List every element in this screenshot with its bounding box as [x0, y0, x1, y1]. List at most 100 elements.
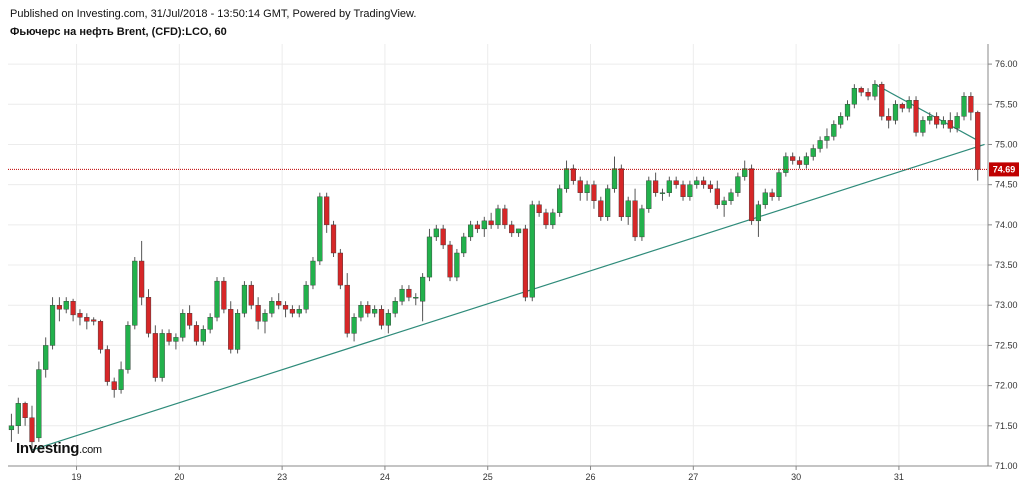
- x-tick-label: 27: [688, 472, 698, 482]
- candle-body-down: [344, 284, 350, 334]
- candle-body-down: [488, 220, 494, 226]
- candle: [125, 321, 131, 374]
- candle: [803, 152, 809, 169]
- candle: [207, 313, 213, 334]
- candle: [118, 361, 124, 394]
- candle-body-down: [598, 200, 604, 218]
- candle: [296, 305, 302, 318]
- candle-body-down: [632, 200, 638, 238]
- candle: [337, 248, 343, 290]
- candle-body-down: [934, 116, 940, 125]
- candle-body-down: [748, 168, 755, 222]
- candle: [707, 180, 714, 193]
- candle: [817, 136, 823, 153]
- candle-body-up: [8, 425, 15, 431]
- y-tick-label: 74.00: [995, 220, 1018, 230]
- candle-body-up: [625, 200, 631, 218]
- candle-body-up: [646, 180, 652, 209]
- candle-body-up: [844, 104, 851, 117]
- candle-body-down: [886, 116, 892, 121]
- candle-body-down: [536, 204, 542, 213]
- candle: [920, 116, 926, 137]
- candle-body-up: [563, 168, 570, 189]
- candle-body-up: [851, 88, 857, 105]
- candle-body-down: [653, 180, 659, 193]
- candle: [221, 277, 227, 314]
- x-tick-label: 30: [791, 472, 801, 482]
- candle-body-down: [289, 309, 296, 314]
- candle-body-down: [248, 284, 254, 306]
- candle-body-up: [803, 156, 809, 165]
- candle: [413, 293, 419, 306]
- candle-body-up: [920, 120, 926, 133]
- candle: [454, 248, 460, 282]
- candle-body-down: [714, 188, 720, 205]
- candle: [77, 309, 83, 326]
- candle-body-down: [255, 305, 261, 322]
- candle-body-down: [968, 96, 974, 113]
- candle: [947, 112, 953, 133]
- candle: [694, 176, 700, 189]
- candle-body-up: [529, 204, 535, 298]
- candle: [433, 224, 439, 241]
- candle: [214, 277, 220, 322]
- candle: [36, 361, 42, 442]
- candle: [721, 196, 727, 217]
- candle: [145, 289, 152, 338]
- published-caption: Published on Investing.com, 31/Jul/2018 …: [10, 8, 417, 20]
- candle: [536, 200, 542, 217]
- candle-body-up: [550, 212, 556, 226]
- candle: [632, 188, 638, 241]
- candle: [892, 100, 899, 125]
- candle-body-down: [673, 180, 679, 185]
- candle: [961, 92, 967, 121]
- candle-body-up: [892, 104, 899, 121]
- candle: [385, 309, 391, 334]
- candle-body-up: [118, 369, 124, 390]
- candle: [913, 96, 919, 137]
- candle: [934, 112, 940, 129]
- candle-body-down: [70, 301, 76, 316]
- candle-body-down: [700, 180, 707, 185]
- candle: [303, 281, 309, 314]
- candle: [728, 188, 734, 205]
- candle: [673, 176, 679, 189]
- candle-body-up: [310, 260, 316, 286]
- candle-body-up: [372, 309, 378, 314]
- candle: [790, 152, 796, 165]
- current-price: 74.69: [8, 162, 1019, 177]
- candle: [769, 188, 775, 201]
- candle: [351, 313, 357, 342]
- candle: [282, 301, 289, 318]
- candle: [139, 240, 145, 306]
- candle: [879, 81, 885, 121]
- candle-body-up: [495, 208, 501, 226]
- candle: [399, 285, 405, 306]
- candle: [187, 305, 193, 330]
- candle-body-up: [358, 305, 364, 318]
- candle: [8, 413, 15, 442]
- candle-body-down: [276, 301, 282, 306]
- candle: [927, 112, 933, 125]
- candle: [940, 116, 947, 129]
- candle-body-down: [22, 403, 28, 418]
- candle: [591, 180, 597, 209]
- candle-body-up: [639, 208, 645, 238]
- trendlines: [31, 83, 985, 451]
- candle: [577, 176, 583, 201]
- candle: [330, 220, 337, 258]
- candle-body-up: [173, 337, 179, 342]
- y-tick-label: 75.50: [995, 99, 1018, 109]
- candle: [324, 192, 330, 233]
- candle: [420, 273, 426, 322]
- candle: [234, 309, 241, 354]
- candle-body-down: [152, 333, 158, 378]
- candle: [269, 297, 275, 318]
- candle: [228, 301, 234, 354]
- candle: [543, 208, 549, 229]
- candle-body-up: [15, 403, 21, 427]
- candle-body-down: [77, 313, 83, 318]
- candle-body-down: [447, 244, 453, 278]
